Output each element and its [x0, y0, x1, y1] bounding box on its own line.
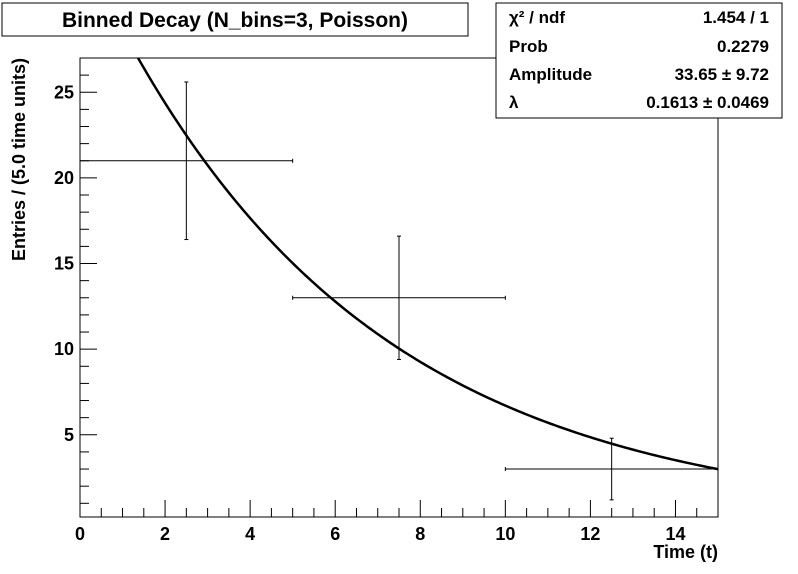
x-tick-label: 8	[415, 524, 425, 544]
x-axis-label: Time (t)	[653, 542, 718, 562]
fit-curve	[136, 57, 719, 471]
stat-value-chi2: 1.454 / 1	[703, 8, 769, 27]
stat-label-lambda: λ	[509, 93, 519, 112]
stat-label-amplitude: Amplitude	[509, 65, 592, 84]
y-tick-label: 25	[54, 82, 74, 102]
x-tick-label: 14	[665, 524, 685, 544]
stat-value-amplitude: 33.65 ± 9.72	[675, 65, 769, 84]
axes: 0 2 4 6 8 10 12 14 5 10 15 20 25	[54, 57, 719, 544]
y-tick-label: 5	[64, 425, 74, 445]
stats-box: χ² / ndf 1.454 / 1 Prob 0.2279 Amplitude…	[495, 2, 783, 119]
chart-title: Binned Decay (N_bins=3, Poisson)	[62, 9, 408, 32]
x-tick-label: 12	[580, 524, 600, 544]
data-point	[504, 437, 719, 501]
data-point	[292, 235, 506, 360]
x-tick-label: 10	[495, 524, 515, 544]
stat-label-prob: Prob	[509, 37, 548, 56]
stat-label-chi2: χ² / ndf	[509, 8, 565, 27]
x-tick-label: 2	[160, 524, 170, 544]
data-points-layer	[79, 81, 719, 501]
x-tick-label: 6	[330, 524, 340, 544]
y-tick-label: 15	[54, 254, 74, 274]
fit-curve-layer	[136, 57, 719, 471]
stat-value-prob: 0.2279	[717, 37, 769, 56]
y-tick-label: 20	[54, 168, 74, 188]
title-box: Binned Decay (N_bins=3, Poisson)	[1, 2, 469, 37]
y-tick-label: 10	[54, 339, 74, 359]
x-tick-label: 0	[75, 524, 85, 544]
y-axis-label: Entries / (5.0 time units)	[9, 58, 29, 261]
data-point	[79, 81, 294, 241]
x-tick-label: 4	[245, 524, 255, 544]
stat-value-lambda: 0.1613 ± 0.0469	[646, 93, 769, 112]
